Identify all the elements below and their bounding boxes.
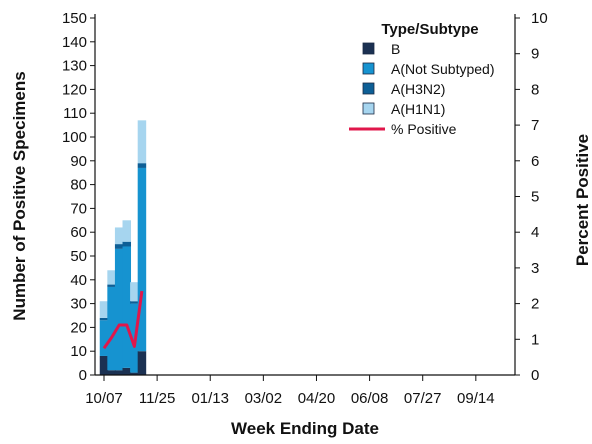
legend-label: A(Not Subtyped) <box>391 61 495 77</box>
y-right-tick-label: 10 <box>531 10 548 27</box>
y-tick-label: 20 <box>70 319 87 336</box>
y-tick-label: 50 <box>70 248 87 265</box>
bar-segment-2-2 <box>114 244 124 249</box>
bar-segment-1-0 <box>99 320 109 356</box>
bar-segment-3-0 <box>99 301 109 318</box>
y-tick-label: 30 <box>70 296 87 313</box>
y-tick-label: 80 <box>70 177 87 194</box>
plot-area <box>99 120 147 375</box>
legend-swatch <box>362 102 375 115</box>
bar-segment-0-0 <box>99 355 109 375</box>
y-tick-label: 110 <box>63 105 87 122</box>
bar-segment-3-3 <box>122 220 132 242</box>
x-axis-title: Week Ending Date <box>231 419 379 438</box>
y-tick-label: 140 <box>62 34 87 51</box>
axes: Number of Positive Specimens Percent Pos… <box>10 10 592 438</box>
legend-label: A(H1N1) <box>391 101 445 117</box>
x-tick-label: 04/20 <box>298 390 336 407</box>
legend-label: B <box>391 41 400 57</box>
legend-label: % Positive <box>391 121 457 137</box>
y-right-tick-label: 8 <box>531 81 539 98</box>
y-right-tick-label: 4 <box>531 224 539 241</box>
y-axis-title: Number of Positive Specimens <box>10 71 29 320</box>
y-right-tick-label: 7 <box>531 117 539 134</box>
y-tick-label: 90 <box>70 153 87 170</box>
y-tick-label: 40 <box>70 272 87 289</box>
y-tick-label: 150 <box>62 10 87 27</box>
bar-segment-1-2 <box>114 248 124 371</box>
y-right-tick-label: 9 <box>531 46 539 63</box>
x-tick-label: 10/07 <box>85 390 123 407</box>
bar-segment-0-1 <box>107 370 116 375</box>
percent-positive-line <box>102 290 144 350</box>
bar-segment-1-1 <box>107 286 116 371</box>
y-tick-label: 70 <box>70 200 87 217</box>
bar-segment-0-5 <box>137 351 147 375</box>
bar-segment-1-5 <box>137 167 147 352</box>
y-tick-label: 100 <box>62 129 87 146</box>
legend-swatch <box>362 82 375 95</box>
x-tick-label: 03/02 <box>245 390 283 407</box>
y-right-tick-label: 3 <box>531 260 539 277</box>
bar-segment-0-4 <box>130 372 139 375</box>
legend: Type/Subtype B A(Not Subtyped) A(H3N2) A(H1… <box>349 21 495 137</box>
y-tick-label: 130 <box>62 58 87 75</box>
bar-segment-3-2 <box>114 227 124 245</box>
y-axis-right-title: Percent Positive <box>573 134 592 266</box>
bar-segment-3-5 <box>137 120 147 164</box>
y-right-tick-label: 1 <box>531 331 539 348</box>
legend-label: A(H3N2) <box>391 81 445 97</box>
y-tick-label: 0 <box>79 367 87 384</box>
bar-segment-2-1 <box>107 284 116 287</box>
bar-segment-3-1 <box>107 270 116 285</box>
y-right-tick-label: 5 <box>531 189 539 206</box>
y-tick-label: 60 <box>70 224 87 241</box>
y-right-tick-label: 2 <box>531 296 539 313</box>
legend-swatch <box>362 42 375 55</box>
x-tick-label: 07/27 <box>404 390 442 407</box>
bar-segment-2-4 <box>130 301 139 304</box>
y-tick-label: 10 <box>70 343 87 360</box>
bar-segment-2-5 <box>137 163 147 168</box>
bar-segment-2-0 <box>99 317 109 321</box>
y-right-tick-label: 6 <box>531 153 539 170</box>
bar-segment-1-3 <box>122 246 132 368</box>
x-tick-label: 09/14 <box>457 390 495 407</box>
y-right-tick-label: 0 <box>531 367 539 384</box>
legend-title: Type/Subtype <box>381 21 478 38</box>
x-tick-label: 11/25 <box>139 390 175 407</box>
bar-segment-2-3 <box>122 241 132 247</box>
legend-swatch <box>362 62 375 75</box>
y-tick-label: 120 <box>62 81 87 98</box>
bar-segment-0-3 <box>122 367 132 375</box>
x-tick-label: 06/08 <box>351 390 389 407</box>
bar-segment-3-4 <box>130 282 139 302</box>
x-tick-label: 01/13 <box>191 390 229 407</box>
bar-segment-0-2 <box>114 370 124 375</box>
